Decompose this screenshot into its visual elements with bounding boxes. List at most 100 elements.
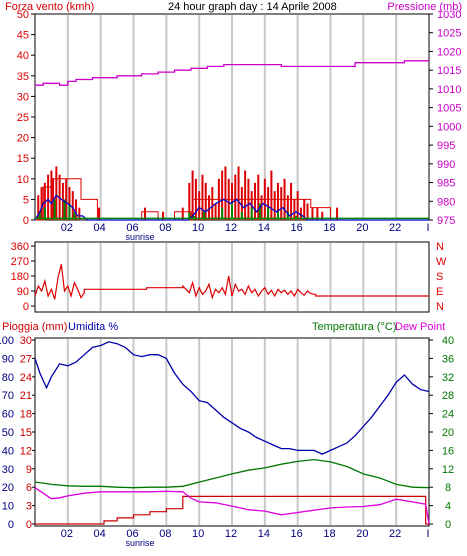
temperature-y-ticks: 0 4 8 12 16 20 24 28 32 36 40 — [429, 335, 454, 531]
wind-tick-label: 35 — [17, 71, 29, 83]
x-tick-label: 08 — [159, 528, 171, 540]
wind-tick-label: 20 — [17, 133, 29, 145]
rain-tick-label: 24 — [20, 372, 32, 384]
x-tick-label: 22 — [389, 528, 401, 540]
pressure-axis-label: Pressione (mb) — [387, 1, 462, 13]
pressure-line — [35, 60, 429, 86]
pressure-tick-label: 980 — [437, 196, 455, 208]
wind-tick-label: 40 — [17, 50, 29, 62]
rain-tick-label: 6 — [26, 482, 32, 494]
x-tick-label: I — [426, 222, 429, 234]
x-tick-label: 12 — [225, 528, 237, 540]
x-tick-label: 16 — [291, 222, 303, 234]
wind-pressure-series — [34, 60, 429, 221]
humidity-line — [34, 341, 430, 455]
temperature-tick-label: 36 — [442, 353, 454, 365]
compass-tick-label: N — [436, 301, 444, 313]
rain-tick-label: 15 — [20, 427, 32, 439]
sunrise-label-top: sunrise — [125, 232, 154, 242]
pressure-tick-label: 1005 — [437, 103, 461, 115]
rain-y-ticks: 0 3 6 9 12 15 18 21 24 27 30 — [20, 335, 35, 531]
rain-tick-label: 18 — [20, 409, 32, 421]
x-tick-label: 22 — [389, 222, 401, 234]
x-tick-label: 18 — [323, 222, 335, 234]
dewpoint-axis-label: Dew Point — [395, 321, 445, 333]
direction-grid — [66, 243, 398, 311]
temperature-axis-label: Temperatura (°C) — [312, 321, 396, 333]
x-tick-label: I — [426, 528, 429, 540]
pressure-tick-label: 975 — [437, 215, 455, 227]
wind-tick-label: 15 — [17, 153, 29, 165]
temperature-tick-label: 28 — [442, 390, 454, 402]
rain-line — [35, 495, 429, 525]
dewpoint-line — [34, 487, 430, 525]
direction-tick-label: 0 — [23, 301, 29, 313]
x-tick-label: 20 — [356, 528, 368, 540]
pressure-tick-label: 1000 — [437, 121, 461, 133]
wind-max-line — [35, 178, 429, 221]
x-tick-label: 08 — [159, 222, 171, 234]
humidity-axis-label: Umidita % — [68, 321, 118, 333]
sunrise-label-bottom: sunrise — [125, 538, 154, 548]
humidity-tick-label: 60 — [2, 409, 14, 421]
humidity-tick-label: 100 — [0, 335, 14, 347]
x-tick-label: 04 — [94, 222, 106, 234]
humidity-tick-label: 0 — [8, 519, 14, 531]
wind-direction-panel — [34, 241, 430, 313]
pressure-tick-label: 990 — [437, 159, 455, 171]
rain-tick-label: 27 — [20, 353, 32, 365]
wind-gust-line — [34, 194, 429, 221]
compass-tick-label: S — [436, 271, 443, 283]
wind-grid — [66, 15, 398, 219]
x-tick-label: 14 — [258, 222, 270, 234]
rain-tick-label: 0 — [26, 519, 32, 531]
temperature-tick-label: 4 — [445, 501, 451, 513]
rain-tick-label: 21 — [20, 390, 32, 402]
chart-title: 24 hour graph day : 14 Aprile 2008 — [168, 1, 337, 13]
wind-tick-label: 25 — [17, 112, 29, 124]
wind-tick-label: 50 — [17, 9, 29, 21]
compass-tick-label: N — [436, 241, 444, 253]
pressure-tick-label: 1015 — [437, 65, 461, 77]
rain-axis-label: Pioggia (mm) — [2, 321, 67, 333]
direction-series — [34, 264, 429, 300]
temperature-tick-label: 16 — [442, 445, 454, 457]
pressure-tick-label: 1030 — [437, 9, 461, 21]
wind-tick-label: 45 — [17, 30, 29, 42]
pressure-y-ticks: 975 980 985 990 995 1000 1005 1010 1015 1020 1025 1… — [429, 9, 461, 227]
wind-tick-label: 5 — [23, 194, 29, 206]
humidity-tick-label: 20 — [2, 482, 14, 494]
temperature-tick-label: 24 — [442, 409, 454, 421]
pressure-tick-label: 1020 — [437, 46, 461, 58]
pressure-tick-label: 995 — [437, 140, 455, 152]
x-tick-label: 16 — [291, 528, 303, 540]
wind-y-ticks: 0 5 10 15 20 25 30 35 40 45 50 — [17, 9, 35, 227]
x-tick-label: 18 — [323, 528, 335, 540]
pressure-tick-label: 1025 — [437, 28, 461, 40]
temperature-tick-label: 0 — [445, 519, 451, 531]
x-tick-label: 10 — [192, 222, 204, 234]
rain-tick-label: 30 — [20, 335, 32, 347]
rain-tick-label: 12 — [20, 445, 32, 457]
humidity-grid — [66, 339, 398, 525]
compass-tick-label: W — [436, 256, 447, 268]
temperature-line — [34, 458, 430, 489]
x-tick-label: 06 — [126, 528, 138, 540]
direction-tick-label: 90 — [17, 286, 29, 298]
temperature-tick-label: 12 — [442, 464, 454, 476]
humidity-tick-label: 30 — [2, 464, 14, 476]
wind-direction-line — [34, 264, 429, 300]
temperature-tick-label: 40 — [442, 335, 454, 347]
direction-tick-label: 360 — [11, 241, 29, 253]
direction-y-ticks: 0 90 180 270 360 — [11, 241, 35, 313]
x-axis-ticks-top: 02 04 06 08 10 12 14 16 18 20 22 I — [61, 222, 430, 234]
wind-axis-label: Forza vento (kmh) — [5, 1, 94, 13]
compass-tick-label: E — [436, 286, 443, 298]
humidity-tick-label: 90 — [2, 353, 14, 365]
x-tick-label: 12 — [225, 222, 237, 234]
humidity-tick-label: 50 — [2, 427, 14, 439]
